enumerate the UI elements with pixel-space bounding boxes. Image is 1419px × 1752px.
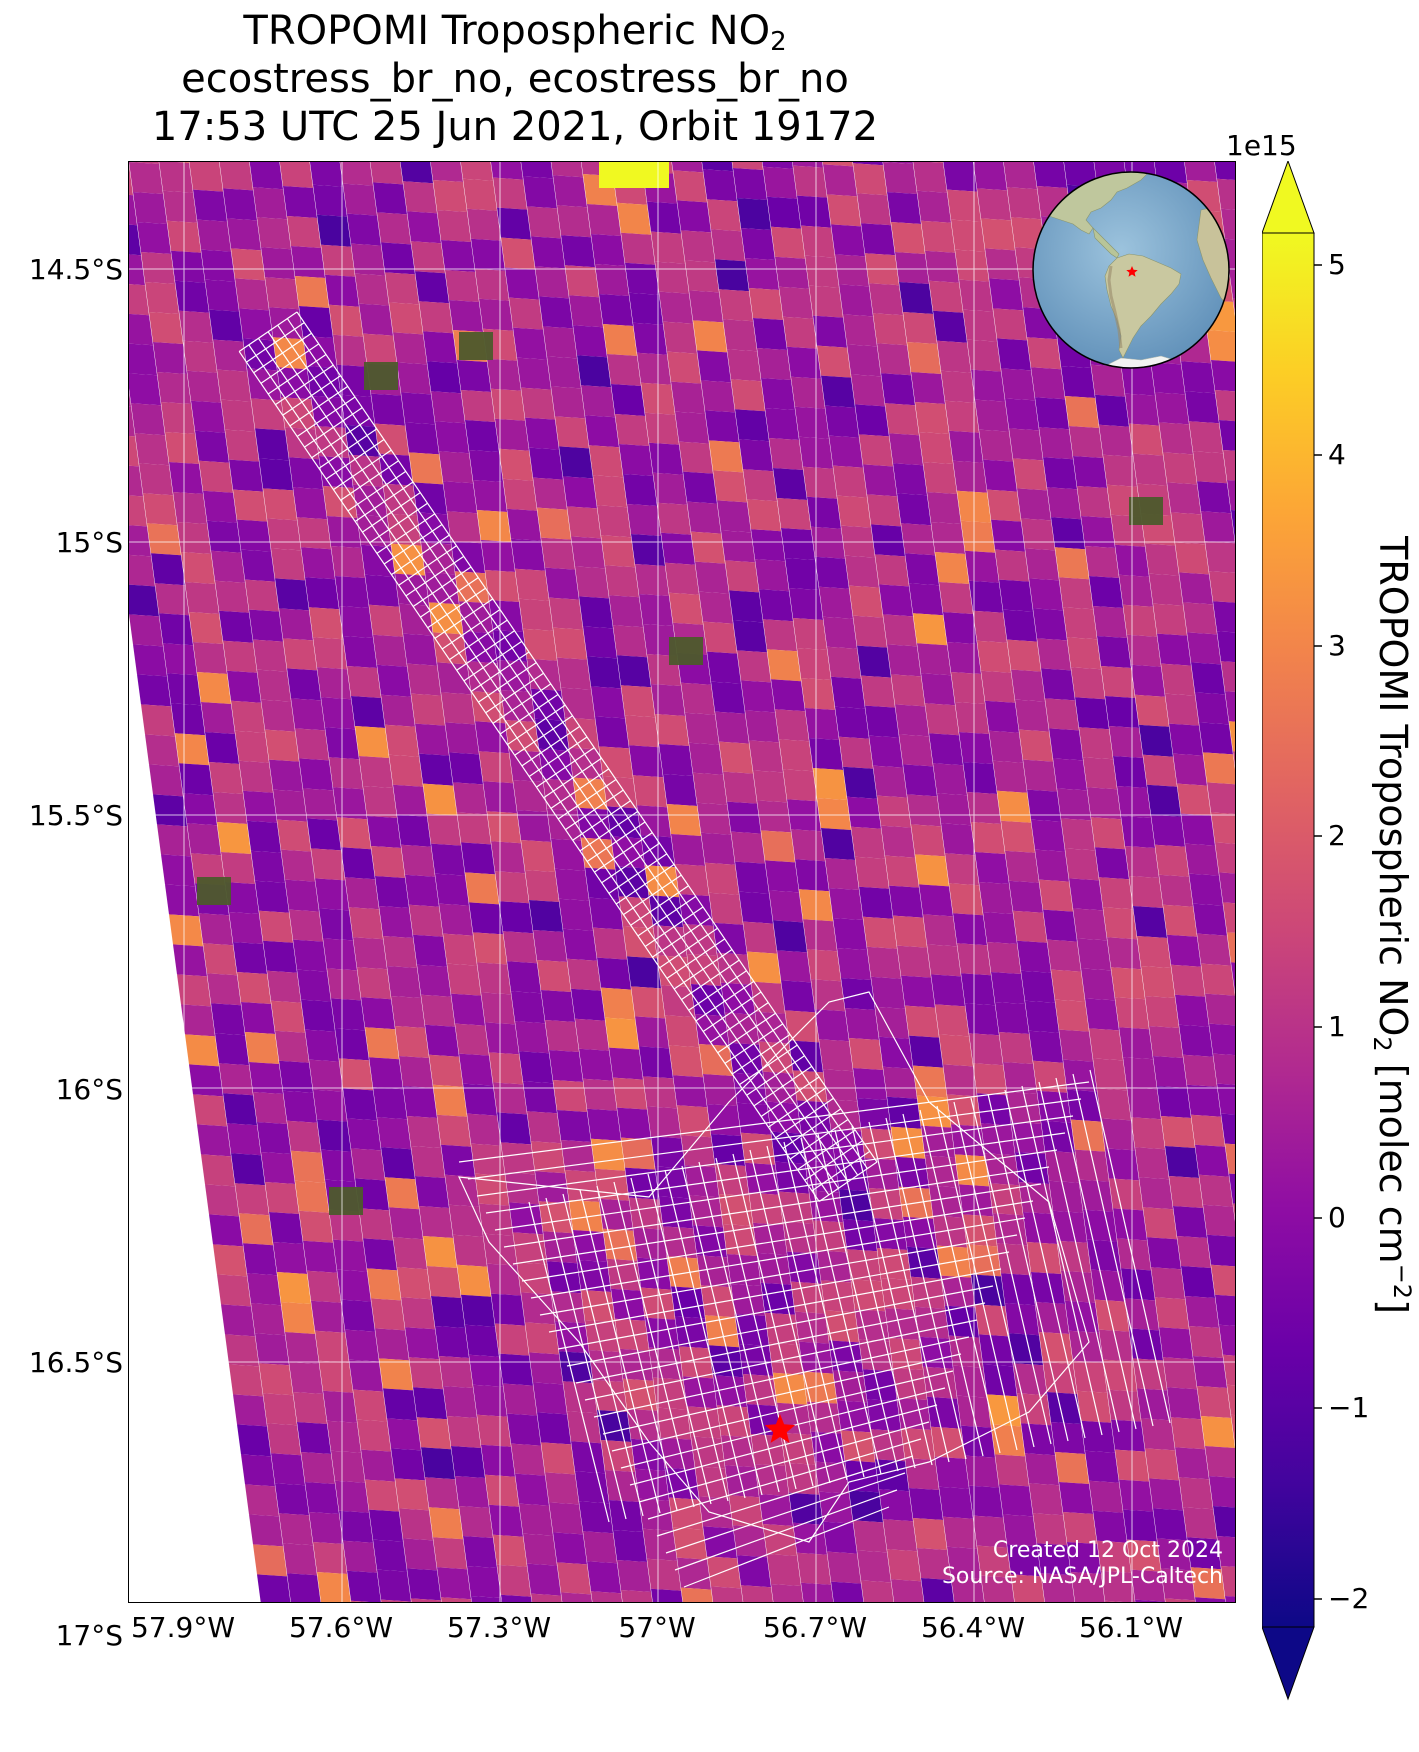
lon-tick-label: 57.6°W bbox=[288, 1611, 394, 1644]
lon-tick-label: 56.1°W bbox=[1078, 1611, 1184, 1644]
credit-source: Source: NASA/JPL-Caltech bbox=[941, 1564, 1223, 1589]
south-america-land bbox=[1104, 253, 1182, 359]
lon-tick-label: 57.9°W bbox=[130, 1611, 236, 1644]
colorbar-tick-label: 3 bbox=[1328, 629, 1346, 662]
colorbar-tick-label: −1 bbox=[1328, 1391, 1370, 1424]
colorbar-bottom-extend bbox=[1262, 1626, 1315, 1701]
colorbar-tick-label: 5 bbox=[1328, 248, 1346, 281]
lat-tick-label: 16.5°S bbox=[28, 1346, 123, 1379]
no2-grid-layer bbox=[129, 162, 1235, 1602]
credit-created: Created 12 Oct 2024 bbox=[992, 1538, 1223, 1563]
colorbar-gradient bbox=[1262, 232, 1315, 1628]
lat-tick-label: 14.5°S bbox=[28, 253, 123, 286]
central-america-land bbox=[1092, 227, 1120, 259]
lon-tick-label: 57°W bbox=[618, 1611, 696, 1644]
colorbar-tick-label: 0 bbox=[1328, 1201, 1346, 1234]
colorbar-tick-label: 2 bbox=[1328, 819, 1346, 852]
plot-title: TROPOMI Tropospheric NO2 bbox=[243, 8, 787, 57]
lon-tick-label: 56.7°W bbox=[762, 1611, 868, 1644]
colorbar-tick-label: 4 bbox=[1328, 438, 1346, 471]
lat-tick-label: 15°S bbox=[55, 526, 123, 559]
colorbar-tick-label: 1 bbox=[1328, 1010, 1346, 1043]
no2-map[interactable]: Created 12 Oct 2024 Source: NASA/JPL-Cal… bbox=[128, 161, 1236, 1603]
globe-outline bbox=[1032, 171, 1230, 369]
map-credits: Created 12 Oct 2024 Source: NASA/JPL-Cal… bbox=[942, 1538, 1223, 1590]
ecostress-footprint-overlay bbox=[238, 311, 1171, 1588]
lat-tick-label: 15.5°S bbox=[28, 799, 123, 832]
andes-ridge bbox=[1107, 265, 1123, 349]
colorbar-top-extend bbox=[1262, 161, 1315, 234]
globe-inset bbox=[1032, 171, 1230, 369]
no2-pixel-grid bbox=[129, 162, 1235, 1602]
lat-tick-label: 16°S bbox=[55, 1073, 123, 1106]
colorbar-tick-marks bbox=[1314, 264, 1322, 1600]
colorbar-exponent: 1e15 bbox=[1226, 129, 1297, 162]
colorbar bbox=[1262, 161, 1322, 1701]
lon-tick-label: 57.3°W bbox=[446, 1611, 552, 1644]
lat-tick-label: 17°S bbox=[55, 1619, 123, 1652]
colorbar-tick-label: −2 bbox=[1328, 1582, 1370, 1615]
site-star-icon bbox=[764, 1414, 796, 1443]
plot-subtitle-time: 17:53 UTC 25 Jun 2021, Orbit 19172 bbox=[151, 104, 879, 150]
colorbar-label: TROPOMI Tropospheric NO2 [molec cm−2] bbox=[1368, 536, 1416, 1314]
globe-location-star-icon bbox=[1126, 266, 1138, 277]
lon-tick-label: 56.4°W bbox=[920, 1611, 1026, 1644]
plot-subtitle-site: ecostress_br_no, ecostress_br_no bbox=[181, 56, 849, 102]
